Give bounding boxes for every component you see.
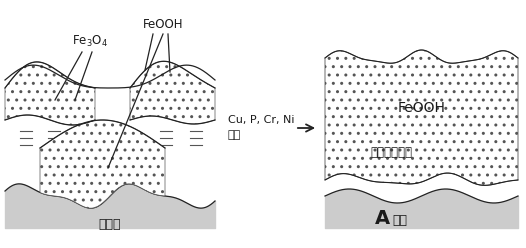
Text: 候钢: 候钢 bbox=[392, 215, 407, 227]
Text: FeOOH: FeOOH bbox=[143, 18, 183, 31]
Text: FeOOH: FeOOH bbox=[398, 101, 446, 115]
Text: 富集: 富集 bbox=[228, 130, 241, 140]
Polygon shape bbox=[325, 50, 518, 185]
Text: 普通钢: 普通钢 bbox=[99, 217, 122, 230]
Text: $\mathregular{Fe_3O_4}$: $\mathregular{Fe_3O_4}$ bbox=[72, 34, 108, 49]
Text: Cu, P, Cr, Ni: Cu, P, Cr, Ni bbox=[228, 115, 295, 125]
Text: 非晶化的锈层: 非晶化的锈层 bbox=[370, 147, 412, 159]
Text: A: A bbox=[375, 209, 390, 227]
